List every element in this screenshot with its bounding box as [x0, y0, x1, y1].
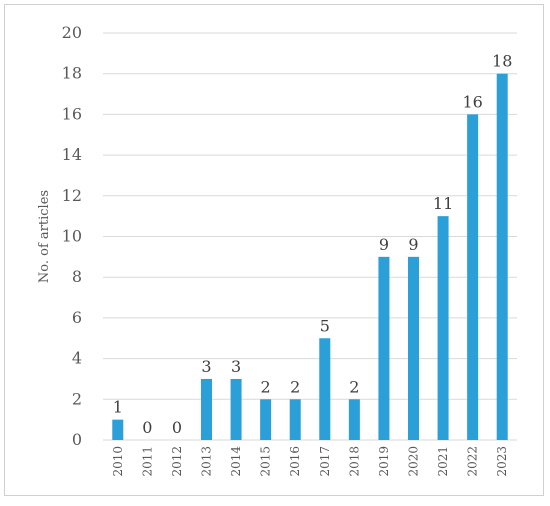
y-tick-label: 2	[72, 389, 82, 408]
data-label-2020: 9	[408, 235, 418, 254]
x-tick-label: 2020	[407, 446, 421, 477]
bar-2023	[496, 73, 508, 440]
y-axis-ticks: 0 2 4 6 8 10 12 14 16 18 20	[62, 23, 82, 449]
x-tick-label: 2011	[140, 446, 154, 477]
bar-2010	[112, 419, 124, 440]
bar-2015	[260, 399, 272, 440]
y-tick-label: 10	[62, 227, 82, 246]
y-tick-label: 6	[72, 308, 82, 327]
data-label-2011: 0	[142, 418, 152, 437]
bars	[112, 73, 508, 441]
data-label-2016: 2	[290, 377, 300, 396]
data-label-2010: 1	[113, 398, 123, 417]
x-tick-label: 2019	[377, 446, 391, 477]
bar-2020	[408, 256, 419, 440]
bar-2017	[319, 338, 331, 440]
y-tick-label: 8	[72, 267, 82, 286]
data-label-2019: 9	[379, 235, 389, 254]
y-tick-label: 20	[62, 23, 82, 42]
data-label-2022: 16	[462, 92, 482, 111]
bar-2014	[230, 378, 242, 440]
x-tick-label: 2018	[347, 446, 361, 477]
data-label-2023: 18	[492, 52, 512, 71]
y-axis-title: No. of articles	[37, 190, 52, 283]
x-tick-label: 2014	[229, 446, 243, 477]
y-tick-label: 16	[62, 104, 82, 123]
x-tick-label: 2016	[288, 446, 302, 477]
x-tick-label: 2017	[318, 446, 332, 477]
x-tick-label: 2013	[200, 446, 214, 477]
bar-2019	[378, 256, 390, 440]
y-tick-label: 12	[62, 186, 82, 205]
data-label-2021: 11	[433, 194, 453, 213]
data-label-2017: 5	[320, 316, 330, 335]
bar-2016	[289, 399, 301, 440]
x-tick-label: 2012	[170, 446, 184, 477]
y-tick-label: 18	[62, 64, 82, 83]
data-label-2012: 0	[172, 418, 182, 437]
bar-2013	[201, 378, 212, 440]
bar-2018	[348, 399, 360, 440]
x-tick-label: 2010	[111, 446, 125, 477]
chart-frame	[4, 4, 544, 496]
y-tick-label: 14	[62, 145, 82, 164]
bar-2022	[467, 114, 479, 441]
data-label-2013: 3	[201, 357, 211, 376]
x-tick-label: 2015	[259, 446, 273, 477]
x-tick-label: 2021	[436, 446, 450, 477]
data-label-2014: 3	[231, 357, 241, 376]
x-tick-label: 2023	[495, 446, 509, 477]
x-tick-label: 2022	[466, 446, 480, 477]
data-label-2018: 2	[349, 377, 359, 396]
y-tick-label: 0	[72, 430, 82, 449]
x-axis-ticks: 2010 2011 2012 2013 2014 2015 2016 2017 2018 2019…	[111, 446, 509, 477]
gridlines	[103, 32, 517, 441]
data-label-2015: 2	[261, 377, 271, 396]
bar-2021	[437, 216, 449, 440]
y-tick-label: 4	[72, 349, 82, 368]
